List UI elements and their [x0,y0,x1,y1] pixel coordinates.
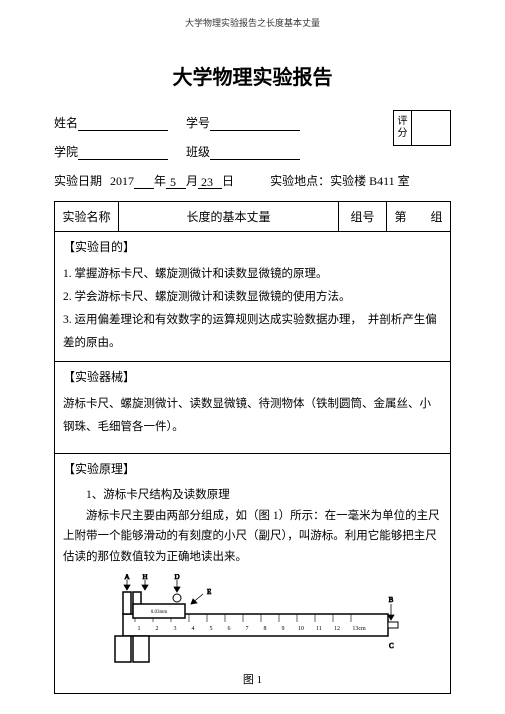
score-box: 评 分 [393,110,451,146]
purpose-body: 1. 掌握游标卡尺、螺旋测微计和读数显微镜的原理。 2. 学会游标卡尺、螺旋测微… [63,263,442,355]
score-top: 评 [398,116,408,128]
svg-text:10: 10 [298,626,304,632]
svg-text:1: 1 [137,626,140,632]
svg-text:2: 2 [155,626,158,632]
principle-body: 1、游标卡尺结构及读数原理 游标卡尺主要由两部分组成，如（图 1）所示：在一毫米… [63,485,442,568]
svg-text:6: 6 [227,626,230,632]
score-bot: 分 [398,128,408,140]
caliper-figure: 123 456 789 101112 13cm 0.03mm [103,574,403,669]
apparatus-title: 【实验器械】 [63,368,442,385]
purpose-line-2: 2. 学会游标卡尺、螺旋测微计和读数显微镜的使用方法。 [63,286,442,309]
svg-text:13cm: 13cm [352,626,366,632]
college-blank [78,146,168,160]
college-label: 学院 [54,143,78,160]
purpose-row: 【实验目的】 1. 掌握游标卡尺、螺旋测微计和读数显微镜的原理。 2. 学会游标… [55,232,451,362]
info-row-1: 姓名 学号 评 分 [54,114,451,131]
info-row-2: 学院 班级 [54,143,451,160]
principle-text: 游标卡尺主要由两部分组成，如（图 1）所示：在一毫米为单位的主尺上附带一个能够滑… [63,506,442,568]
svg-text:D: D [174,574,179,581]
exp-name-label: 实验名称 [55,202,119,232]
svg-text:3: 3 [173,626,176,632]
apparatus-cell: 【实验器械】 游标卡尺、螺旋测微计、读数显微镜、待测物体（铁制圆筒、金属丝、小钢… [55,362,451,454]
svg-text:C: C [389,642,394,650]
month-value: 5 [166,175,180,189]
svg-text:9: 9 [281,626,284,632]
year-value: 2017 [110,174,134,189]
svg-text:0.03mm: 0.03mm [150,610,167,615]
name-label: 姓名 [54,114,78,131]
document-body: 大学物理实验报告 姓名 学号 评 分 学院 班级 实验日期 2017 年 5 月… [0,61,505,694]
purpose-cell: 【实验目的】 1. 掌握游标卡尺、螺旋测微计和读数显微镜的原理。 2. 学会游标… [55,232,451,362]
group-label: 组号 [339,202,387,232]
class-label: 班级 [186,143,210,160]
year-suffix: 年 [154,172,166,189]
svg-text:H: H [142,574,147,581]
date-label: 实验日期 [54,172,102,189]
principle-cell: 【实验原理】 1、游标卡尺结构及读数原理 游标卡尺主要由两部分组成，如（图 1）… [55,454,451,694]
svg-text:8: 8 [263,626,266,632]
principle-sub: 1、游标卡尺结构及读数原理 [63,485,442,506]
month-suffix: 月 [186,172,198,189]
svg-text:4: 4 [191,626,194,632]
id-label: 学号 [186,114,210,131]
score-label: 评 分 [394,111,412,145]
day-suffix: 日 [222,172,234,189]
score-value [412,111,450,145]
figure-caption: 图 1 [63,671,442,687]
svg-text:11: 11 [316,626,322,632]
principle-title: 【实验原理】 [63,460,442,477]
exp-name-value: 长度的基本丈量 [119,202,339,232]
name-blank [78,117,168,131]
purpose-title: 【实验目的】 [63,238,442,255]
main-table: 实验名称 长度的基本丈量 组号 第 组 【实验目的】 1. 掌握游标卡尺、螺旋测… [54,201,451,694]
svg-text:B: B [388,596,393,604]
table-head-row: 实验名称 长度的基本丈量 组号 第 组 [55,202,451,232]
day-value: 23 [198,175,216,189]
svg-text:A: A [124,574,129,581]
id-blank [210,117,300,131]
svg-text:7: 7 [245,626,248,632]
svg-text:12: 12 [334,626,340,632]
info-row-3: 实验日期 2017 年 5 月 23 日 实验地点： 实验楼 B411 室 [54,172,451,189]
year-blank [134,175,154,189]
location-label: 实验地点： [270,172,330,189]
group-value: 第 组 [387,202,451,232]
svg-text:5: 5 [209,626,212,632]
location-value: 实验楼 B411 室 [330,172,410,189]
purpose-line-3: 3. 运用偏差理论和有效数字的运算规则达成实验数据办理， 并剖析产生偏差的原由。 [63,309,442,355]
purpose-line-1: 1. 掌握游标卡尺、螺旋测微计和读数显微镜的原理。 [63,263,442,286]
apparatus-body: 游标卡尺、螺旋测微计、读数显微镜、待测物体（铁制圆筒、金属丝、小钢珠、毛细管各一… [63,393,442,439]
apparatus-row: 【实验器械】 游标卡尺、螺旋测微计、读数显微镜、待测物体（铁制圆筒、金属丝、小钢… [55,362,451,454]
document-title: 大学物理实验报告 [54,61,451,90]
principle-row: 【实验原理】 1、游标卡尺结构及读数原理 游标卡尺主要由两部分组成，如（图 1）… [55,454,451,694]
class-blank [210,146,300,160]
svg-text:E: E [207,588,211,596]
page-header: 大学物理实验报告之长度基本丈量 [0,0,505,29]
